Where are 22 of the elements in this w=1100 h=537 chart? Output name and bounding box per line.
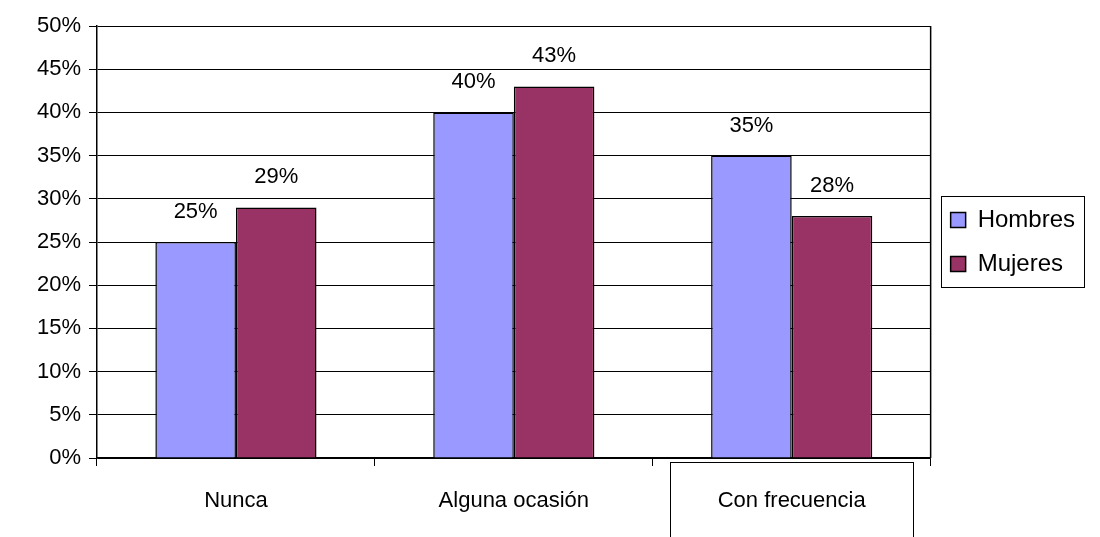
y-tick-label: 5% bbox=[49, 400, 81, 426]
x-tick-label: Nunca bbox=[204, 487, 269, 513]
legend-label: Mujeres bbox=[977, 248, 1063, 276]
data-label: 40% bbox=[451, 68, 496, 94]
data-label: 43% bbox=[532, 42, 577, 68]
data-label: 28% bbox=[809, 172, 855, 198]
x-tick-label: Alguna ocasión bbox=[438, 487, 590, 513]
y-tick-label: 0% bbox=[49, 444, 81, 470]
y-tick-label: 45% bbox=[36, 55, 81, 81]
y-tick-label: 40% bbox=[36, 98, 81, 124]
legend-label: Hombres bbox=[977, 204, 1075, 232]
y-tick-label: 25% bbox=[36, 228, 81, 254]
data-label: 25% bbox=[173, 198, 218, 223]
y-tick-label: 50% bbox=[36, 12, 81, 38]
y-tick-label: 15% bbox=[36, 314, 81, 340]
y-tick-label: 30% bbox=[36, 184, 81, 210]
data-label: 35% bbox=[729, 111, 774, 137]
y-tick-label: 10% bbox=[36, 357, 81, 383]
y-tick-label: 35% bbox=[36, 141, 81, 167]
data-label: 29% bbox=[254, 163, 299, 189]
y-tick-label: 20% bbox=[36, 271, 81, 297]
x-tick-label: Con frecuencia bbox=[717, 487, 867, 513]
